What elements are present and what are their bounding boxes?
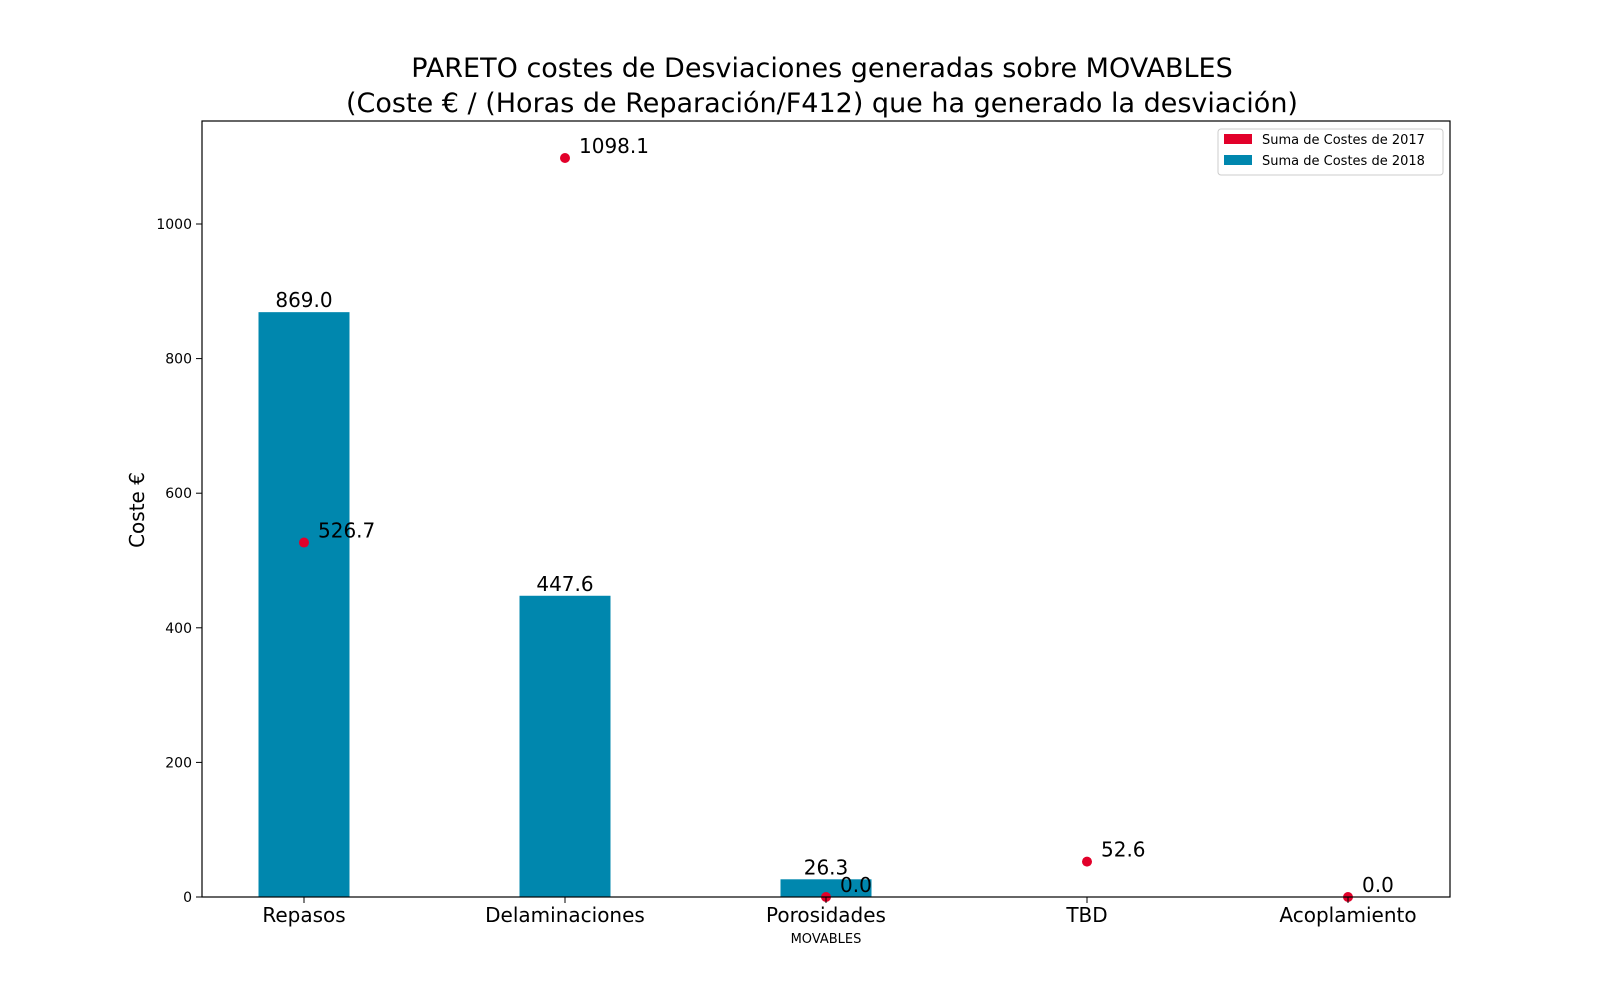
x-tick-label-porosidades: Porosidades (766, 903, 886, 927)
y-axis-label: Coste € (125, 472, 149, 548)
y-tick-label-800: 800 (165, 352, 192, 368)
bar-2018-repasos (258, 312, 350, 898)
bar-label-2018-delaminaciones: 447.6 (536, 572, 593, 596)
bar-label-2018-porosidades: 26.3 (804, 855, 849, 879)
chart-subtitle: (Coste € / (Horas de Reparación/F412) qu… (346, 88, 1298, 119)
legend-swatch-2017 (1224, 134, 1252, 144)
y-axis: 0 200 400 600 800 1000 (156, 217, 202, 906)
x-tick-label-tbd: TBD (1065, 903, 1107, 927)
point-label-2017-delaminaciones: 1098.1 (579, 134, 649, 158)
legend-swatch-2018 (1224, 155, 1252, 165)
legend: Suma de Costes de 2017 Suma de Costes de… (1217, 128, 1444, 176)
y-tick-label-400: 400 (165, 621, 192, 637)
x-tick-label-acoplamiento: Acoplamiento (1279, 903, 1416, 927)
x-tick-label-repasos: Repasos (262, 903, 345, 927)
y-tick-label-1000: 1000 (156, 217, 192, 233)
legend-label-2017: Suma de Costes de 2017 (1262, 133, 1425, 148)
y-tick-label-600: 600 (165, 486, 192, 502)
plot-frame (201, 120, 1451, 898)
y-tick-label-0: 0 (183, 890, 192, 906)
point-2017-repasos (299, 537, 309, 548)
point-label-2017-porosidades: 0.0 (840, 873, 872, 897)
x-tick-label-delaminaciones: Delaminaciones (485, 903, 645, 927)
point-label-2017-acoplamiento: 0.0 (1362, 873, 1394, 897)
point-label-2017-tbd: 52.6 (1101, 838, 1146, 862)
bar-2018-porosidades (780, 879, 872, 897)
bar-2018-delaminaciones (519, 595, 611, 897)
x-axis-label: MOVABLES (791, 932, 862, 947)
point-label-2017-repasos: 526.7 (318, 519, 375, 543)
legend-label-2018: Suma de Costes de 2018 (1262, 154, 1425, 169)
point-2017-delaminaciones (560, 152, 570, 163)
bar-label-2018-repasos: 869.0 (275, 288, 332, 312)
legend-box (1217, 128, 1444, 176)
bars-layer (258, 312, 872, 898)
point-2017-tbd (1082, 856, 1092, 867)
data-labels-layer: 869.0 447.6 26.3 526.7 1098.1 0.0 52.6 0.0 (275, 134, 1393, 897)
y-tick-label-200: 200 (165, 755, 192, 771)
x-axis: Repasos Delaminaciones Porosidades TBD Acopl… (262, 897, 1417, 927)
chart-title: PARETO costes de Desviaciones generadas … (411, 53, 1232, 84)
points-layer (299, 152, 1353, 902)
